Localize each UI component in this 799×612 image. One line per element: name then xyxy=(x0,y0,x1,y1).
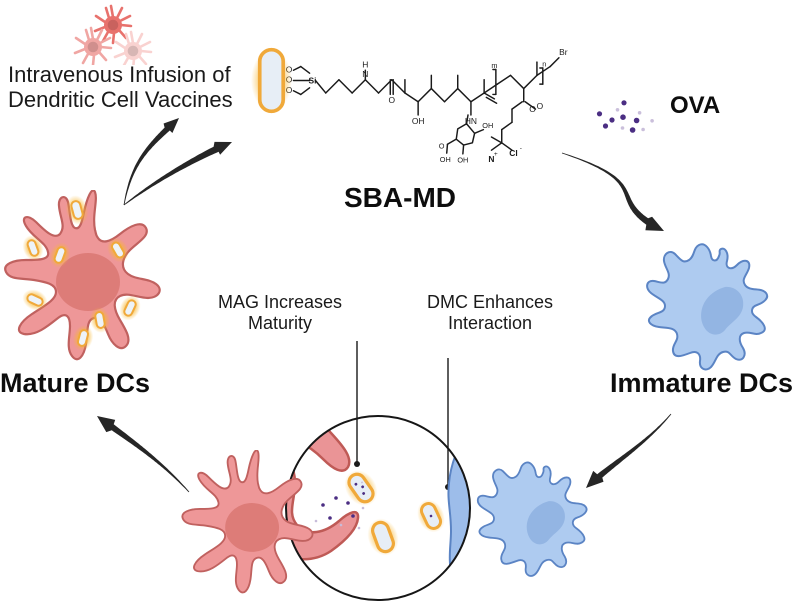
svg-text:OH: OH xyxy=(440,155,451,164)
svg-text:Cl: Cl xyxy=(509,148,517,158)
svg-text:HN: HN xyxy=(465,116,477,126)
svg-text:OH: OH xyxy=(457,156,468,165)
svg-text:n: n xyxy=(542,60,546,69)
svg-text:H: H xyxy=(362,59,368,69)
svg-text:m: m xyxy=(491,61,497,70)
svg-text:O: O xyxy=(439,142,445,151)
svg-text:-: - xyxy=(520,145,522,152)
svg-text:OH: OH xyxy=(412,116,425,126)
svg-text:Br: Br xyxy=(559,47,568,57)
svg-text:N: N xyxy=(362,69,368,79)
svg-text:OH: OH xyxy=(482,121,493,130)
svg-text:O: O xyxy=(388,95,395,105)
svg-text:Si: Si xyxy=(309,75,317,85)
svg-text:O: O xyxy=(537,101,544,111)
svg-text:O: O xyxy=(529,104,536,114)
svg-text:+: + xyxy=(494,151,498,158)
